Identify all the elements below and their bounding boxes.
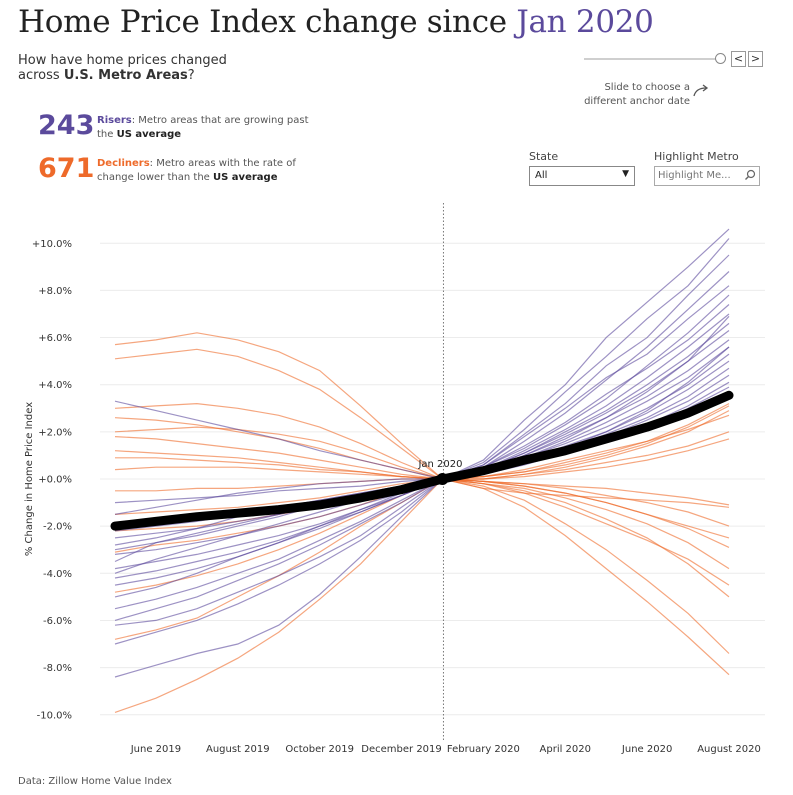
decliner-metro-line [114,348,730,480]
anchor-point [436,473,449,485]
decliners-label: Decliners [97,158,150,169]
x-tick-label: December 2019 [361,744,441,755]
y-tick-label: +0.0% [38,475,72,486]
prev-date-button[interactable]: < [731,51,746,67]
y-tick-label: -6.0% [43,616,72,627]
decliners-description: Decliners: Metro areas with the rate of … [97,157,327,185]
y-tick-label: +8.0% [38,286,72,297]
subtitle-bold: U.S. Metro Areas [63,68,188,83]
search-icon[interactable] [744,169,756,181]
highlight-metro-label: Highlight Metro [654,150,739,163]
title-anchor-date: Jan 2020 [516,4,654,40]
anchor-date-slider-track[interactable] [584,58,722,60]
x-tick-label: June 2020 [621,744,672,755]
riser-metro-line [114,304,730,626]
decliners-desc-text: : Metro areas with the rate of change lo… [97,158,296,183]
us-average-line [110,390,734,531]
riser-metro-line [114,346,730,678]
anchor-date-slider-handle[interactable] [715,53,726,64]
anchor-label: Jan 2020 [417,459,462,470]
subtitle: How have home prices changed across U.S.… [18,53,318,83]
subtitle-line-2: across U.S. Metro Areas? [18,68,318,83]
price-index-chart: +10.0% +8.0% +6.0% +4.0% +2.0% +0.0% -2.0% -4.0… [24,203,765,755]
y-tick-label: -4.0% [43,569,72,580]
riser-metro-line [114,313,730,645]
state-filter-label: State [529,150,559,163]
curved-arrow-icon [693,84,709,97]
highlight-metro-search[interactable] [654,166,760,186]
subtitle-prefix: across [18,68,60,83]
state-dropdown[interactable]: All ▼ [529,166,635,186]
decliner-metro-line [115,457,730,539]
risers-desc-text: : Metro areas that are growing past the [97,115,309,140]
subtitle-suffix: ? [187,68,195,83]
decliner-metro-line [114,478,730,713]
riser-metro-line [114,367,730,610]
subtitle-line-1: How have home prices changed [18,53,227,68]
x-tick-label: June 2019 [130,744,181,755]
y-tick-label: +2.0% [38,427,72,438]
risers-desc-bold: US average [116,129,182,140]
slider-hint: Slide to choose a different anchor date [584,82,690,107]
decliners-count: 671 [38,153,95,184]
y-tick-label: +10.0% [32,239,72,250]
highlight-metro-input[interactable] [658,168,736,183]
riser-metro-line [114,339,730,480]
risers-count: 243 [38,110,95,141]
y-axis-title: % Change in Home Price Index [24,402,35,556]
x-tick-label: February 2020 [447,744,520,755]
title-prefix: Home Price Index change since [18,4,507,40]
y-tick-label: +6.0% [38,333,72,344]
x-tick-label: October 2019 [285,744,354,755]
next-date-button[interactable]: > [748,51,763,67]
caret-down-icon: ▼ [622,169,629,179]
page-title: Home Price Index change since Jan 2020 [18,4,654,40]
state-dropdown-value: All [535,170,548,181]
y-tick-label: -10.0% [37,710,72,721]
riser-metro-line [114,285,730,598]
x-tick-label: August 2019 [206,744,270,755]
y-tick-label: -2.0% [43,522,72,533]
data-source-note: Data: Zillow Home Value Index [18,776,172,787]
decliners-desc-bold: US average [213,172,278,183]
riser-metro-line [114,330,730,586]
x-tick-label: April 2020 [540,744,591,755]
x-tick-label: August 2020 [697,744,761,755]
risers-label: Risers [97,115,132,126]
risers-description: Risers: Metro areas that are growing pas… [97,114,327,142]
y-tick-label: +4.0% [38,380,72,391]
y-tick-label: -8.0% [43,663,72,674]
decliner-metro-line [114,402,730,654]
decliner-metro-line [114,436,730,527]
